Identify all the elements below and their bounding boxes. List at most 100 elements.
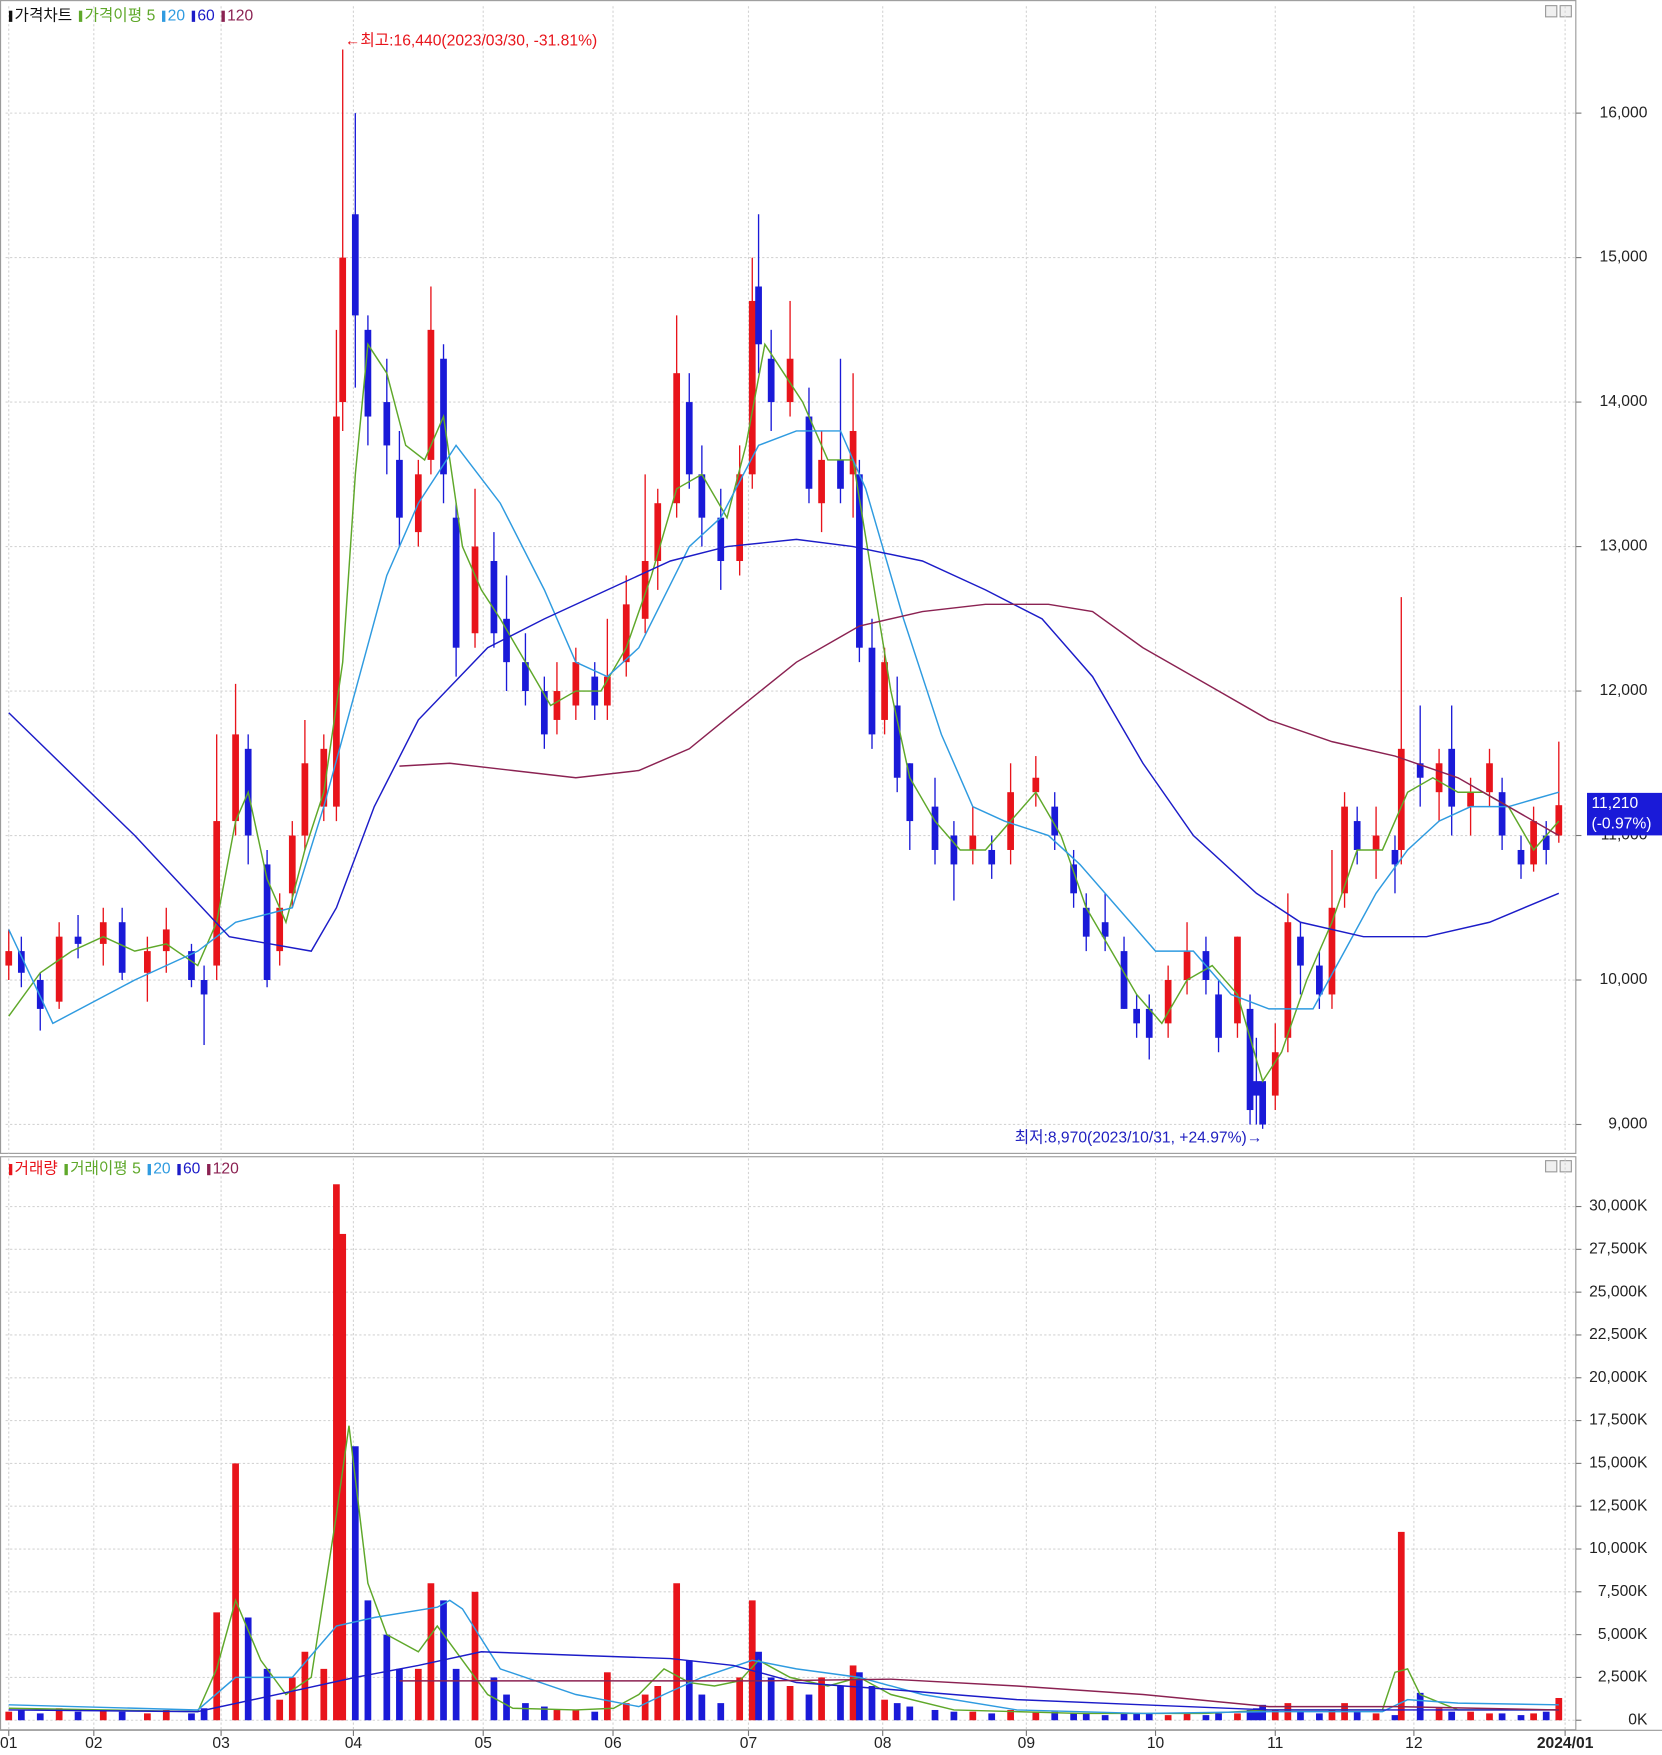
candle-body [1120, 951, 1128, 1009]
candle-body [641, 561, 649, 619]
volume-bar [1133, 1713, 1140, 1721]
last-change-label: (-0.97%) [1591, 815, 1651, 832]
candle-body [162, 929, 170, 952]
volume-bar [339, 1233, 347, 1721]
volume-bar [351, 1446, 359, 1721]
candle-body [755, 286, 762, 345]
last-price-label: 11,210 [1591, 795, 1638, 812]
volume-bar [1215, 1713, 1222, 1721]
candle-body [471, 546, 479, 634]
volume-bar [263, 1668, 271, 1721]
high-annotation: ←최고:16,440(2023/03/30, -31.81%) [345, 32, 598, 50]
x-tick-label: 05 [475, 1735, 493, 1752]
maximize-button[interactable] [1545, 5, 1558, 18]
legend-marker [78, 10, 83, 22]
volume-bar [591, 1711, 599, 1721]
candle-body [490, 561, 498, 634]
candle-body [673, 373, 681, 504]
candle-body [74, 936, 82, 944]
volume-bar [868, 1686, 876, 1721]
volume-bar [383, 1634, 391, 1721]
volume-bar [490, 1677, 498, 1721]
volume-bar [1183, 1713, 1191, 1721]
x-tick-label: 11 [1267, 1735, 1283, 1752]
candle-body [396, 459, 403, 518]
candle-body [654, 503, 662, 562]
candle-body [1215, 994, 1222, 1038]
volume-bar [1328, 1709, 1336, 1721]
volume-bar [1297, 1711, 1304, 1721]
maximize-button[interactable] [1545, 1160, 1558, 1173]
candle-body [213, 821, 221, 966]
y-tick-label: 17,500K [1589, 1412, 1648, 1429]
close-button[interactable] [1559, 1160, 1572, 1173]
volume-bar [1007, 1709, 1014, 1721]
candle-body [1271, 1052, 1279, 1096]
moving-average-line [8, 342, 1560, 1083]
volume-bar [931, 1709, 939, 1721]
candle-body [1082, 907, 1090, 937]
volume-bar [320, 1668, 328, 1721]
legend-label: 120 [213, 1161, 239, 1178]
candle-body [99, 922, 107, 944]
volume-bar [641, 1694, 649, 1721]
volume-bar [881, 1699, 888, 1721]
volume-bar [805, 1694, 813, 1721]
candle-body [553, 691, 561, 720]
candle-body [17, 951, 25, 973]
candle-body [263, 864, 271, 981]
legend-marker [191, 10, 196, 22]
candle-body [1486, 763, 1493, 793]
candle-body [288, 835, 296, 894]
candle-body [736, 474, 744, 562]
candle-body [452, 517, 460, 648]
candle-body [522, 662, 529, 692]
candle-body [717, 517, 725, 562]
volume-bar [818, 1677, 825, 1721]
candle-body [856, 474, 863, 648]
candle-body [1164, 980, 1172, 1024]
candle-body [1435, 763, 1443, 793]
candle-body [868, 647, 876, 735]
volume-bar [950, 1711, 958, 1721]
low-annotation: 최저:8,970(2023/10/31, +24.97%)→ [1015, 1128, 1263, 1146]
candle-body [351, 214, 359, 316]
y-tick-label: 10,000 [1600, 971, 1648, 988]
candle-body [685, 402, 693, 475]
volume-bar [654, 1686, 662, 1721]
candle-body [1530, 821, 1537, 865]
volume-bar [396, 1668, 403, 1721]
volume-bar [414, 1668, 422, 1721]
x-tick-label: 04 [345, 1735, 363, 1752]
legend-marker [221, 10, 225, 22]
volume-bar [74, 1711, 82, 1721]
candle-body [118, 922, 126, 973]
y-tick-label: 5,000K [1598, 1626, 1648, 1643]
panel-buttons[interactable] [1545, 5, 1572, 1173]
candle-body [383, 402, 391, 446]
candle-body [339, 257, 347, 403]
legend-label: 가격이평 [84, 6, 142, 24]
legend-label: 5 [147, 7, 156, 24]
close-button[interactable] [1559, 5, 1572, 18]
candle-body [1316, 965, 1323, 995]
moving-average-line [8, 430, 1560, 1025]
volume-bar [736, 1677, 744, 1721]
legend-label: 60 [197, 7, 215, 24]
volume-bar [755, 1651, 762, 1721]
volume-bar [5, 1711, 13, 1721]
y-tick-label: 10,000K [1589, 1540, 1648, 1557]
legend-marker [8, 10, 13, 22]
x-tick-label: 09 [1018, 1735, 1035, 1752]
candle-body [603, 676, 611, 706]
candle-body [1234, 936, 1241, 1024]
volume-bar [603, 1672, 611, 1721]
y-tick-label: 20,000K [1589, 1369, 1648, 1386]
volume-bar [17, 1709, 25, 1721]
candle-body [818, 459, 825, 504]
moving-average-line [399, 1678, 1559, 1711]
x-tick-label: 08 [874, 1735, 892, 1752]
candle-body [1467, 792, 1474, 807]
candle-body [1328, 907, 1336, 995]
volume-bar [452, 1668, 460, 1721]
